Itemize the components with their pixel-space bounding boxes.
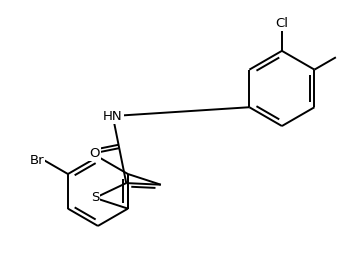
Text: HN: HN: [103, 109, 123, 123]
Text: O: O: [89, 147, 99, 160]
Text: Br: Br: [29, 154, 44, 167]
Text: S: S: [91, 191, 99, 204]
Text: Cl: Cl: [276, 17, 288, 30]
